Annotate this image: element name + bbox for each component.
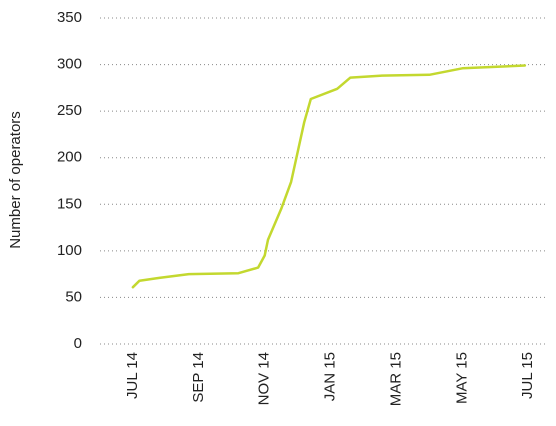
y-axis-label: Number of operators [7, 111, 24, 249]
x-tick-label: NOV 14 [256, 352, 273, 405]
x-tick-label: JUL 14 [124, 352, 141, 399]
y-tick-label: 0 [74, 335, 82, 352]
x-tick-label: MAY 15 [453, 352, 470, 404]
y-tick-label: 100 [57, 242, 82, 259]
y-tick-label: 300 [57, 56, 82, 73]
data-line [131, 64, 527, 289]
x-tick-label: MAR 15 [387, 352, 404, 406]
y-tick-label: 350 [57, 9, 82, 26]
x-tick-label: SEP 14 [190, 352, 207, 403]
y-tick-label: 150 [57, 195, 82, 212]
y-tick-label: 250 [57, 102, 82, 119]
y-tick-label: 200 [57, 149, 82, 166]
x-tick-label: JAN 15 [322, 352, 339, 401]
x-tick-label: JUL 15 [519, 352, 536, 399]
y-tick-label: 50 [65, 288, 82, 305]
